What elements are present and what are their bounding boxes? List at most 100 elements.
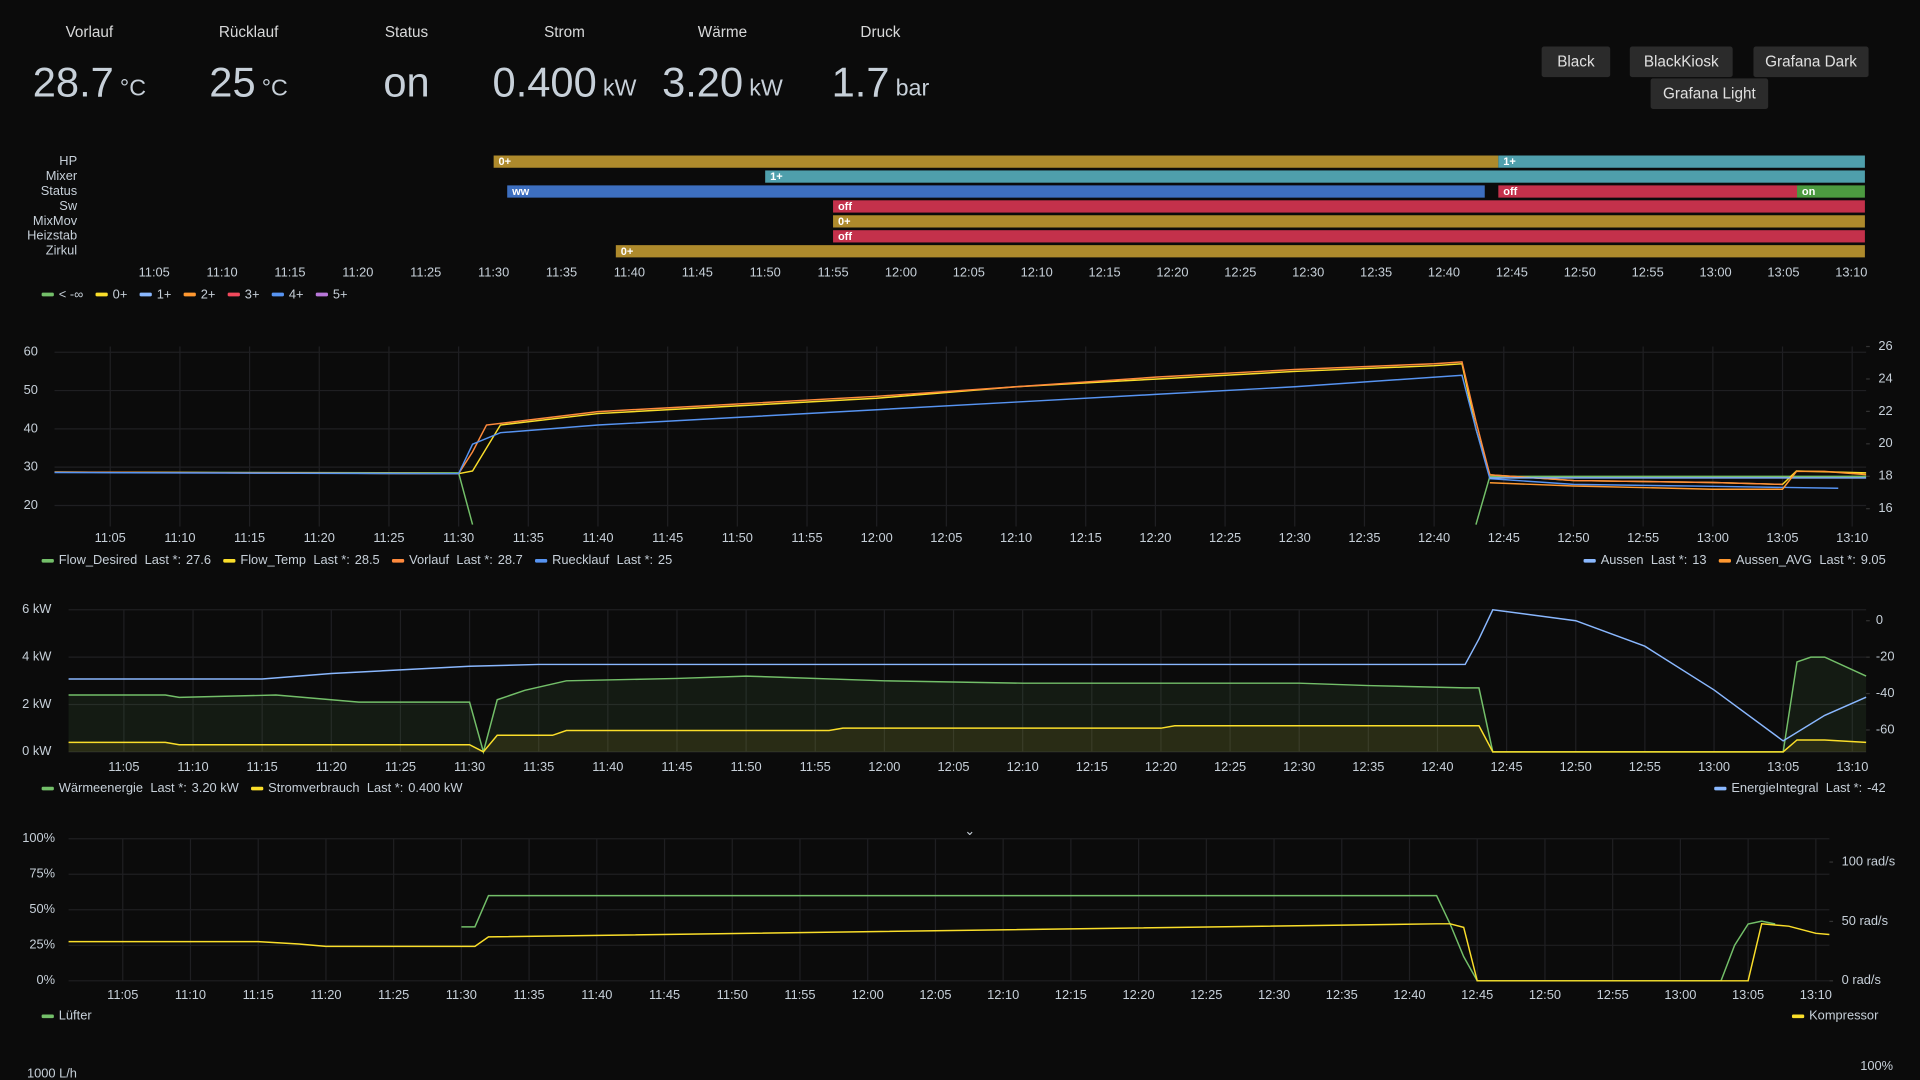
theme-button[interactable] bbox=[1629, 46, 1733, 78]
legend-swatch[interactable] bbox=[391, 558, 405, 563]
legend-swatch bbox=[271, 292, 284, 297]
x-tick-label: 12:50 bbox=[1564, 264, 1596, 279]
x-tick-label: 12:20 bbox=[1123, 987, 1155, 1002]
x-tick-label: 11:50 bbox=[722, 530, 753, 545]
stat-label: Status bbox=[385, 24, 429, 41]
x-tick-label: 13:10 bbox=[1836, 530, 1868, 545]
x-tick-label: 12:15 bbox=[1076, 759, 1108, 774]
legend-swatch[interactable] bbox=[223, 558, 236, 563]
x-tick-label: 11:20 bbox=[310, 987, 341, 1002]
legend-swatch[interactable] bbox=[1718, 558, 1731, 563]
x-tick-label: 12:50 bbox=[1529, 987, 1561, 1002]
legend-series-name[interactable]: Aussen_AVG bbox=[1736, 552, 1812, 567]
y-tick-label: 0 kW bbox=[22, 743, 52, 758]
legend-swatch[interactable] bbox=[1714, 786, 1727, 791]
legend-swatch[interactable] bbox=[41, 1014, 54, 1019]
x-tick-label: 13:10 bbox=[1800, 987, 1832, 1002]
stat-value-group: 25 °C bbox=[209, 59, 288, 106]
x-tick-label: 11:40 bbox=[581, 987, 612, 1002]
legend-swatch[interactable] bbox=[251, 786, 264, 791]
stat-label: Rücklauf bbox=[219, 24, 279, 41]
timeline-segment bbox=[833, 230, 1865, 243]
theme-button[interactable] bbox=[1753, 46, 1869, 78]
theme-button[interactable] bbox=[1541, 46, 1611, 78]
theme-button[interactable] bbox=[1650, 78, 1769, 109]
x-tick-label: 12:50 bbox=[1557, 530, 1589, 545]
legend: Kompressor bbox=[1791, 1008, 1879, 1023]
series-line bbox=[54, 374, 1839, 489]
legend-series-name[interactable]: Ruecklauf bbox=[552, 552, 610, 567]
legend-series-name[interactable]: Stromverbrauch bbox=[268, 780, 359, 795]
x-tick-label: 11:40 bbox=[614, 264, 645, 279]
x-tick-label: 11:10 bbox=[175, 987, 206, 1002]
legend-swatch[interactable] bbox=[1583, 558, 1596, 563]
legend-series-name[interactable]: Wärmeenergie bbox=[59, 780, 143, 795]
legend-series-name[interactable]: Flow_Desired bbox=[59, 552, 138, 567]
x-tick-label: 11:25 bbox=[373, 530, 404, 545]
x-tick-label: 12:10 bbox=[1007, 759, 1039, 774]
x-tick-label: 12:00 bbox=[868, 759, 900, 774]
legend-suffix: Last *: bbox=[313, 552, 349, 567]
timeline-segment-label: 1+ bbox=[770, 171, 783, 183]
x-tick-label: 12:05 bbox=[919, 987, 951, 1002]
legend-last-value: 9.05 bbox=[1861, 552, 1886, 567]
stat-label: Vorlauf bbox=[66, 24, 114, 41]
x-tick-label: 13:00 bbox=[1697, 530, 1729, 545]
x-tick-label: 11:45 bbox=[661, 759, 692, 774]
legend: Aussen Last *: 13 Aussen_AVG Last *: 9.05 bbox=[1583, 552, 1886, 567]
y2-tick-label: 18 bbox=[1878, 468, 1892, 483]
x-tick-label: 11:10 bbox=[164, 530, 195, 545]
series-line bbox=[461, 894, 1776, 982]
series-line bbox=[68, 725, 1867, 753]
legend-series-name[interactable]: Flow_Temp bbox=[240, 552, 306, 567]
timeline-segment-label: 0+ bbox=[838, 216, 851, 228]
legend: Flow_Desired Last *: 27.6 Flow_Temp Last *: 2… bbox=[41, 552, 672, 567]
y-tick-label: 50% bbox=[29, 901, 55, 916]
legend-swatch[interactable] bbox=[534, 558, 548, 563]
x-tick-label: 11:25 bbox=[410, 264, 441, 279]
legend-last-value: 13 bbox=[1692, 552, 1706, 567]
theme-button-label[interactable]: Grafana Dark bbox=[1765, 53, 1857, 70]
legend-series-name[interactable]: Kompressor bbox=[1809, 1008, 1879, 1023]
legend-last-value: 28.5 bbox=[355, 552, 380, 567]
theme-button-label[interactable]: BlackKiosk bbox=[1644, 53, 1719, 70]
x-tick-label: 11:55 bbox=[791, 530, 822, 545]
x-tick-label: 13:10 bbox=[1835, 264, 1867, 279]
x-tick-label: 11:30 bbox=[446, 987, 477, 1002]
x-tick-label: 12:45 bbox=[1461, 987, 1493, 1002]
legend-swatch[interactable] bbox=[41, 786, 54, 791]
legend-suffix: Last *: bbox=[1819, 552, 1855, 567]
collapse-chevron[interactable]: ⌄ bbox=[964, 823, 975, 838]
legend-swatch bbox=[139, 292, 152, 297]
legend-series-name[interactable]: EnergieIntegral bbox=[1731, 780, 1818, 795]
legend-swatch[interactable] bbox=[1791, 1014, 1805, 1019]
x-tick-label: 11:05 bbox=[108, 759, 139, 774]
stat-unit: °C bbox=[262, 75, 288, 101]
legend-label: < -∞ bbox=[59, 286, 84, 301]
x-tick-label: 11:15 bbox=[243, 987, 274, 1002]
legend-swatch[interactable] bbox=[41, 558, 54, 563]
timeline-segment bbox=[765, 170, 1865, 183]
x-tick-label: 12:30 bbox=[1292, 264, 1324, 279]
x-tick-label: 12:55 bbox=[1629, 759, 1661, 774]
legend-series-name[interactable]: Lüfter bbox=[59, 1008, 93, 1023]
x-tick-label: 12:15 bbox=[1070, 530, 1102, 545]
x-tick-label: 11:05 bbox=[107, 987, 138, 1002]
y2-tick-label: 22 bbox=[1878, 403, 1892, 418]
legend-last-value: 28.7 bbox=[498, 552, 523, 567]
x-tick-label: 12:40 bbox=[1428, 264, 1460, 279]
timeline-segment-label: off bbox=[838, 201, 852, 213]
y-tick-label: 0% bbox=[37, 972, 56, 987]
legend-suffix: Last *: bbox=[1826, 780, 1862, 795]
legend-suffix: Last *: bbox=[145, 552, 181, 567]
x-tick-label: 11:35 bbox=[513, 530, 544, 545]
legend-last-value: 0.400 kW bbox=[408, 780, 463, 795]
x-tick-label: 12:30 bbox=[1283, 759, 1315, 774]
legend-series-name[interactable]: Aussen bbox=[1601, 552, 1644, 567]
y2-tick-label: 16 bbox=[1878, 500, 1892, 515]
legend-series-name[interactable]: Vorlauf bbox=[409, 552, 449, 567]
theme-button-label[interactable]: Grafana Light bbox=[1663, 85, 1756, 102]
x-tick-label: 11:15 bbox=[247, 759, 278, 774]
theme-button-label[interactable]: Black bbox=[1557, 53, 1595, 70]
x-tick-label: 12:15 bbox=[1089, 264, 1121, 279]
